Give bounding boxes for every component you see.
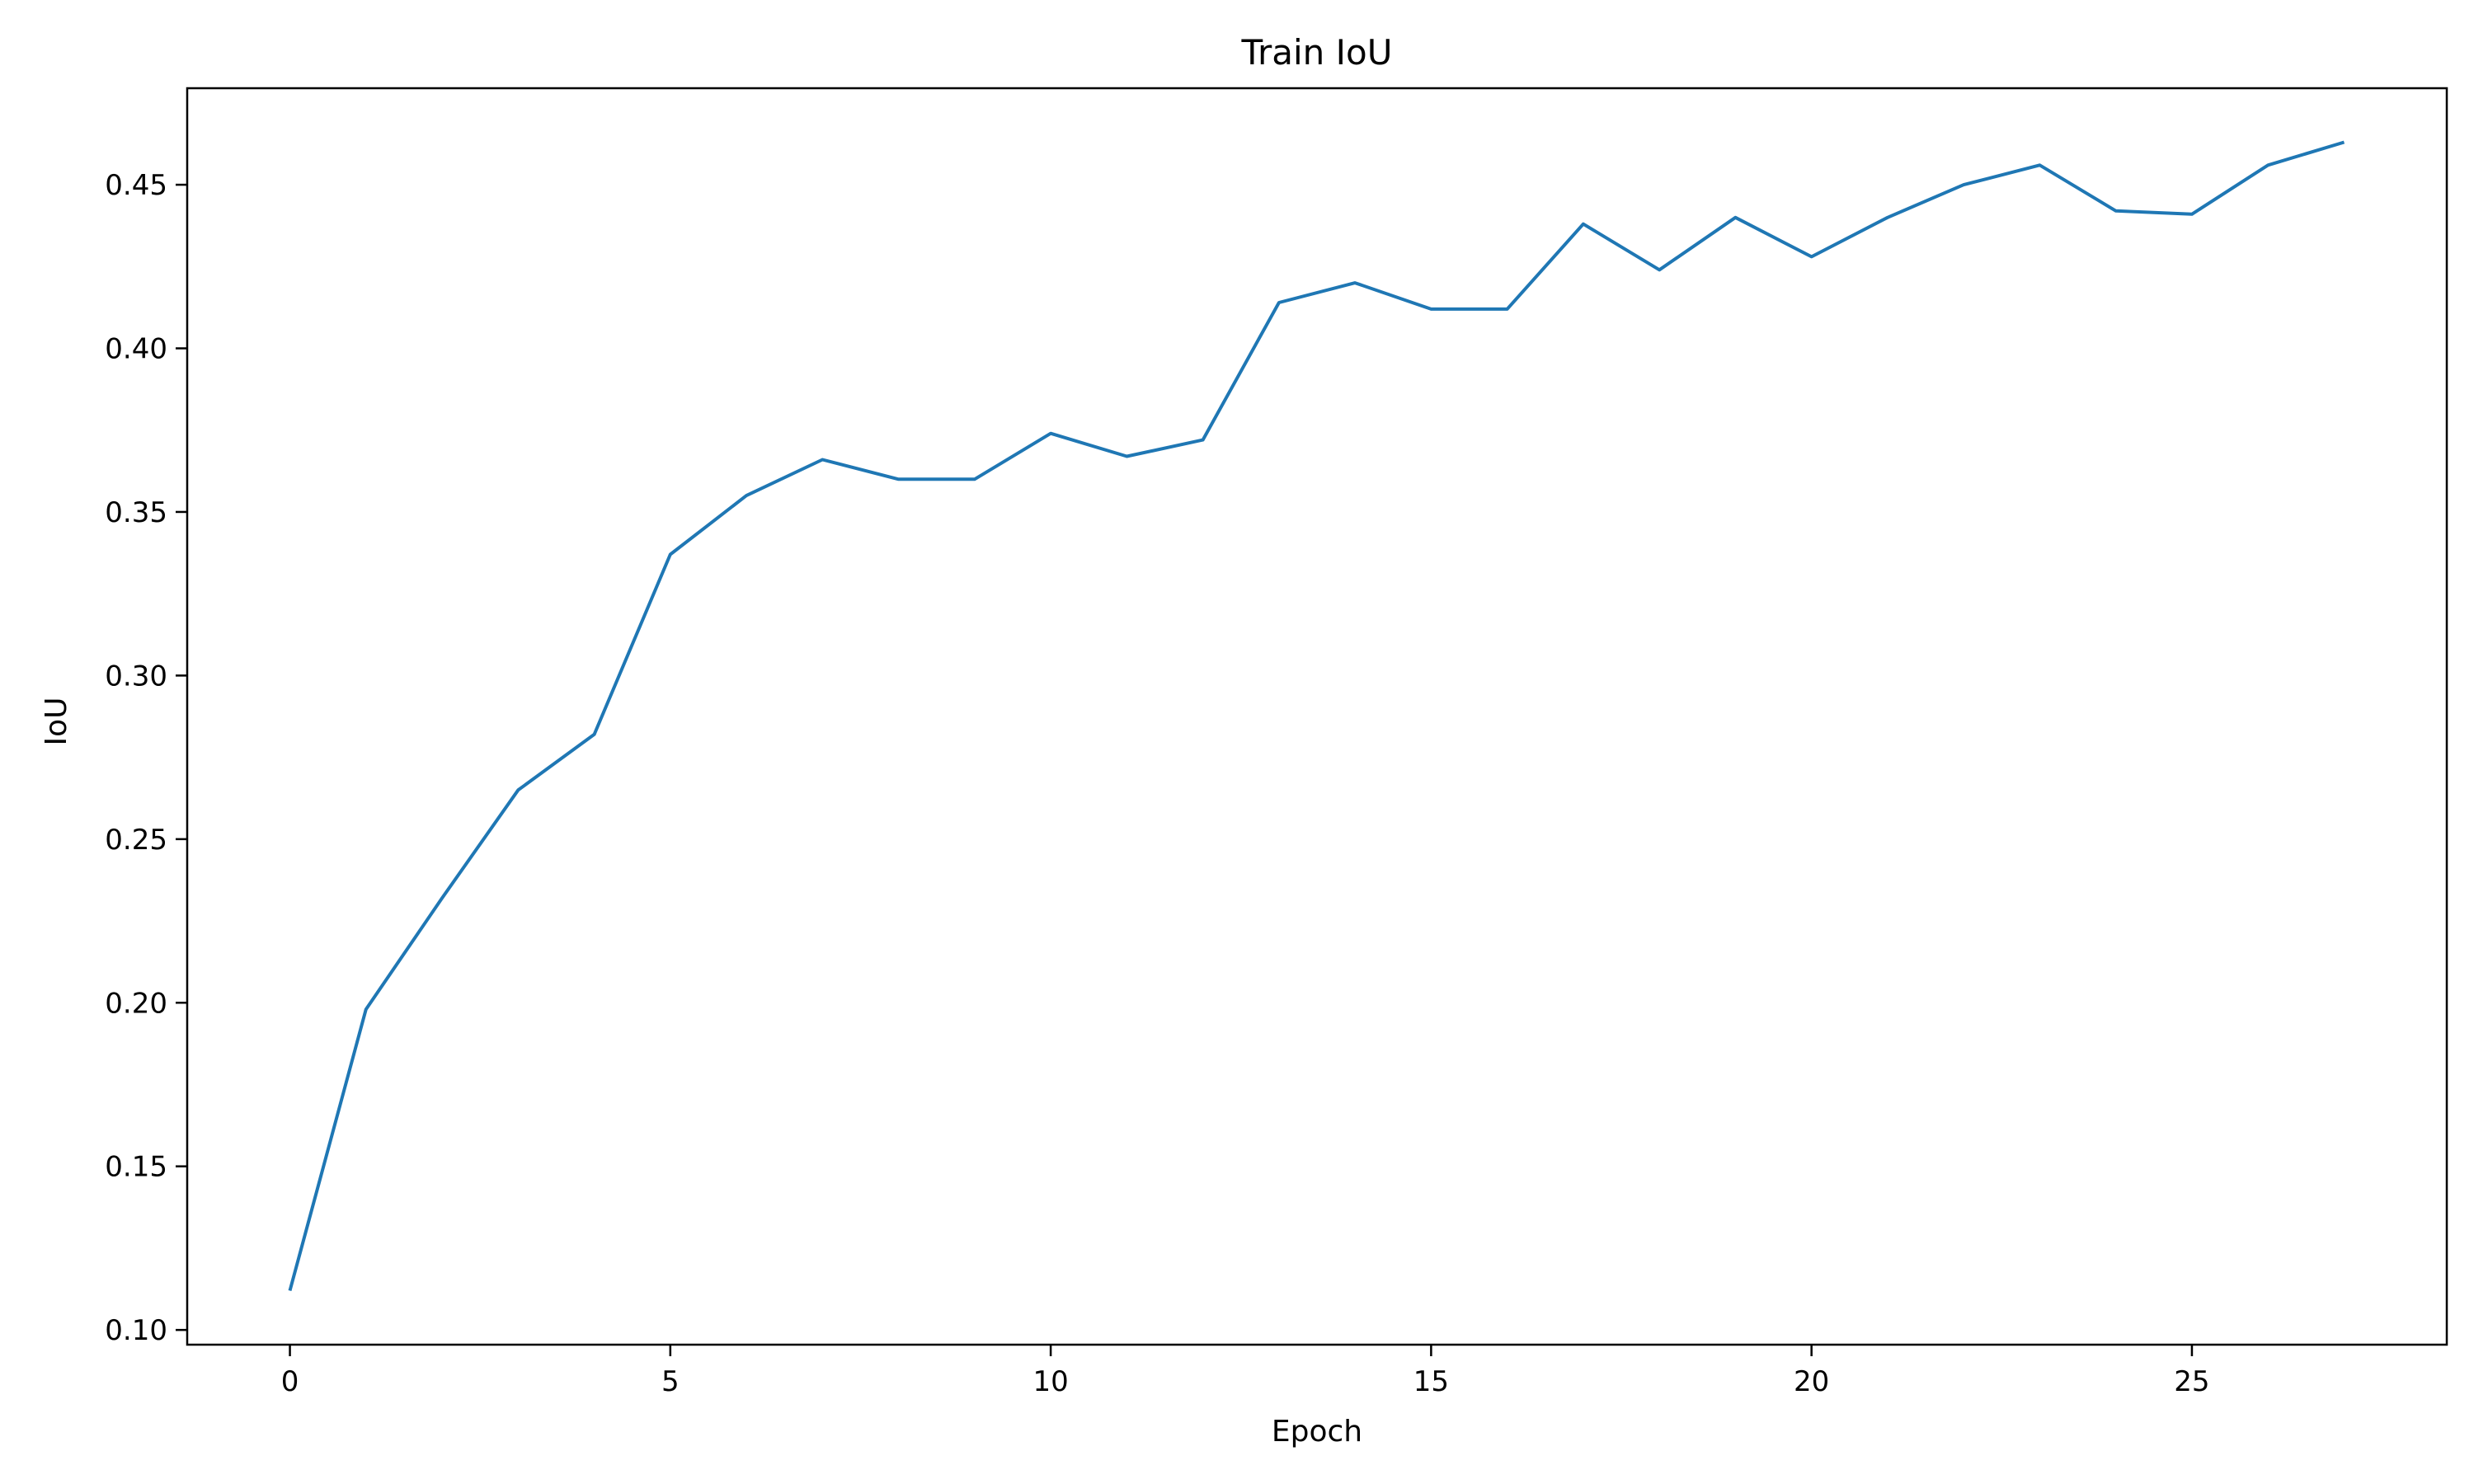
data-point (2189, 212, 2194, 217)
data-point (744, 493, 749, 498)
data-point (1961, 182, 1966, 187)
data-point (1124, 454, 1129, 459)
data-point (440, 895, 444, 900)
data-point (2342, 140, 2347, 145)
data-point (1885, 215, 1890, 220)
data-point (1048, 431, 1053, 436)
x-tick-label: 0 (281, 1365, 299, 1398)
data-point (2037, 162, 2042, 167)
data-point (2265, 162, 2270, 167)
data-point (896, 477, 901, 481)
y-tick-label: 0.40 (105, 333, 167, 366)
data-point (592, 732, 597, 737)
data-point (668, 552, 673, 557)
x-tick-label: 20 (1794, 1365, 1829, 1398)
data-point (2114, 209, 2119, 214)
x-tick-label: 25 (2174, 1365, 2209, 1398)
data-point (1352, 280, 1357, 285)
x-tick-label: 5 (661, 1365, 680, 1398)
y-tick-label: 0.20 (105, 987, 167, 1020)
data-point (1809, 254, 1814, 259)
y-tick-label: 0.35 (105, 496, 167, 529)
data-point (288, 1289, 293, 1294)
y-tick-label: 0.15 (105, 1151, 167, 1184)
y-tick-label: 0.10 (105, 1314, 167, 1347)
x-tick-label: 10 (1032, 1365, 1068, 1398)
plot-frame (186, 87, 2448, 1346)
y-tick-label: 0.30 (105, 660, 167, 693)
data-point (1505, 307, 1510, 312)
plot-area: 0 5 10 15 20 25 0.10 0.15 0.20 0.25 0.30 0.35 0.40 0.… (105, 140, 2347, 1398)
data-point (820, 458, 825, 463)
data-point (1277, 300, 1282, 305)
x-tick-label: 15 (1413, 1365, 1449, 1398)
y-tick-label: 0.45 (105, 169, 167, 202)
data-point (1428, 307, 1433, 312)
data-point (515, 787, 520, 792)
data-point (1201, 438, 1206, 443)
y-tick-label: 0.25 (105, 824, 167, 857)
chart-title: Train IoU (1241, 32, 1393, 73)
series-line (288, 140, 2345, 1292)
data-point (364, 1007, 369, 1012)
data-point (1581, 222, 1586, 227)
data-point (1733, 215, 1738, 220)
y-axis-label: IoU (40, 697, 73, 746)
data-point (972, 477, 977, 481)
data-point (1657, 267, 1662, 272)
x-axis-label: Epoch (1272, 1415, 1362, 1449)
